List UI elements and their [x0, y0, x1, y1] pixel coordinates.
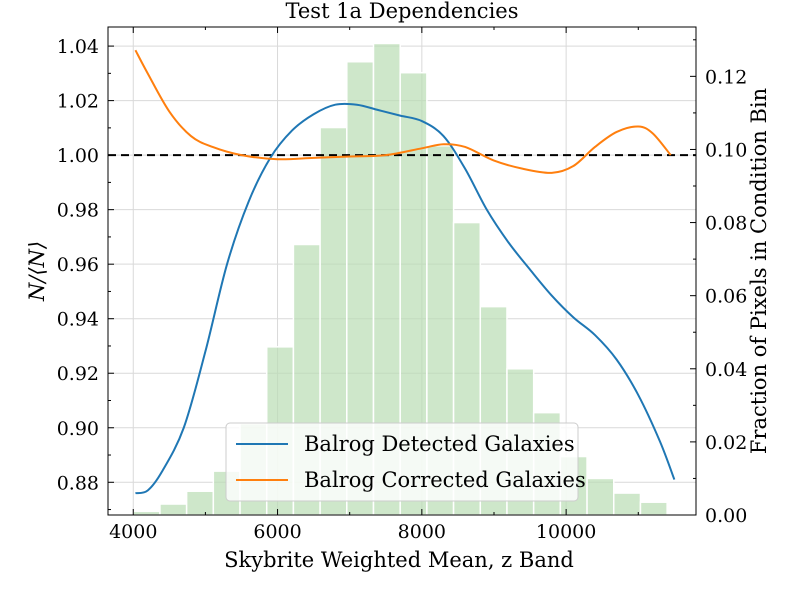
- y2-tick-label: 0.02: [705, 432, 747, 454]
- y-tick-label: 1.00: [57, 145, 99, 167]
- legend: Balrog Detected Galaxies Balrog Corrected…: [225, 422, 586, 502]
- series-line-corrected: [134, 49, 672, 174]
- y-tick-label: 0.92: [57, 363, 99, 385]
- legend-label: Balrog Detected Galaxies: [304, 432, 575, 456]
- y2-tick-label: 0.08: [705, 213, 747, 235]
- y2-tick-label: 0.00: [705, 505, 747, 527]
- y-axis-ticks: 0.88 0.90 0.92 0.94 0.96 0.98 1.00 1.02 1.04: [57, 36, 114, 511]
- histogram-bar: [185, 490, 215, 516]
- y2-tick-label: 0.12: [705, 66, 747, 88]
- y2-tick-label: 0.10: [705, 139, 747, 161]
- x-tick-label: 6000: [253, 521, 301, 543]
- y-tick-label: 0.90: [57, 418, 99, 440]
- y-tick-label: 0.96: [57, 254, 99, 276]
- series-line-detected: [135, 102, 676, 495]
- y-tick-label: 1.02: [57, 91, 99, 113]
- x-tick-label: 10000: [536, 521, 596, 543]
- histogram-bar: [132, 510, 161, 516]
- x-tick-label: 8000: [398, 521, 446, 543]
- legend-label: Balrog Corrected Galaxies: [304, 468, 586, 492]
- y-tick-label: 1.04: [57, 36, 99, 58]
- y-axis-label: N/⟨N⟩: [25, 241, 49, 302]
- plot-frame: [107, 26, 697, 516]
- y2-axis-label: Fraction of Pixels in Condition Bin: [747, 88, 771, 454]
- x-axis-label: Skybrite Weighted Mean, z Band: [224, 548, 574, 572]
- x-axis-ticks: 4000 6000 8000 10000: [109, 27, 639, 543]
- histogram-bar: [613, 492, 642, 516]
- y2-tick-label: 0.06: [705, 286, 747, 308]
- y2-axis-ticks: 0.00 0.02 0.04 0.06 0.08 0.10 0.12: [690, 39, 747, 527]
- y-tick-label: 0.94: [57, 309, 99, 331]
- histogram-bar: [159, 503, 188, 516]
- y2-tick-label: 0.04: [705, 359, 747, 381]
- histogram-bar: [639, 501, 668, 516]
- y-tick-label: 0.88: [57, 472, 99, 494]
- chart-title: Test 1a Dependencies: [286, 0, 519, 23]
- legend-box: [225, 422, 579, 502]
- series-lines: [134, 49, 676, 495]
- x-tick-label: 4000: [109, 521, 157, 543]
- histogram-bar: [586, 477, 615, 516]
- y-tick-label: 0.98: [57, 200, 99, 222]
